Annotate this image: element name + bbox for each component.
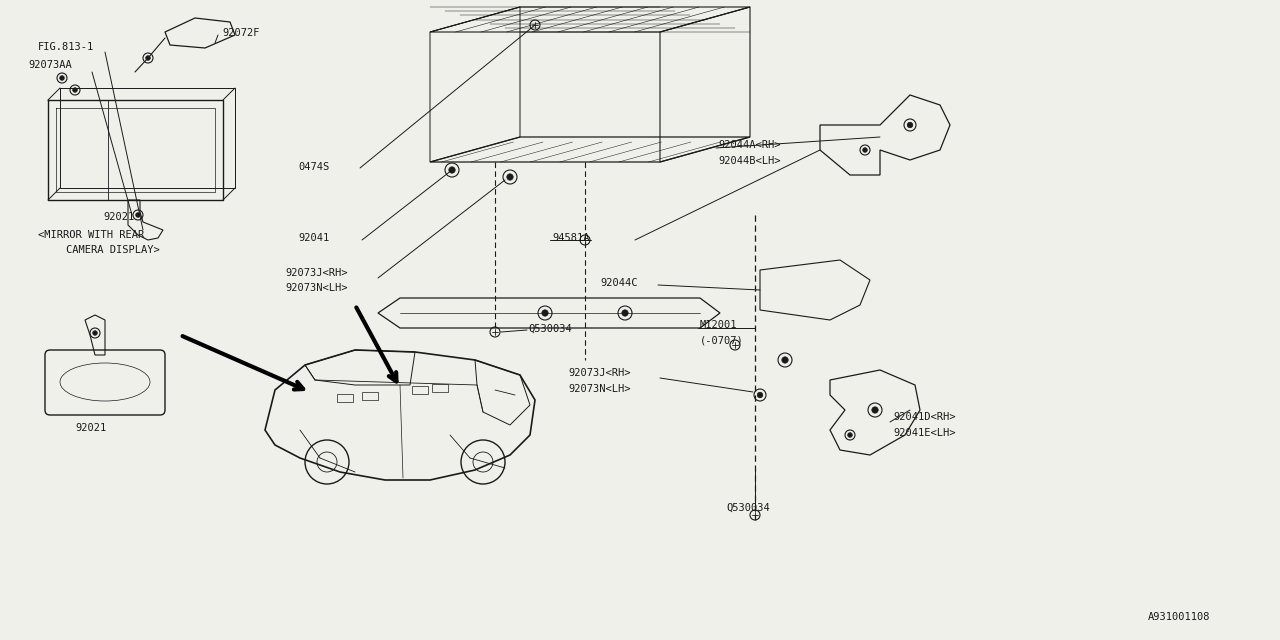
Text: FIG.813-1: FIG.813-1 xyxy=(38,42,95,52)
Circle shape xyxy=(847,433,852,437)
Circle shape xyxy=(60,76,64,80)
Text: Q530034: Q530034 xyxy=(726,503,769,513)
Text: CAMERA DISPLAY>: CAMERA DISPLAY> xyxy=(67,245,160,255)
Circle shape xyxy=(449,167,456,173)
Circle shape xyxy=(872,407,878,413)
Circle shape xyxy=(622,310,628,316)
Circle shape xyxy=(146,56,150,60)
Text: 92021: 92021 xyxy=(76,423,106,433)
Text: 0474S: 0474S xyxy=(298,162,329,172)
Circle shape xyxy=(92,331,97,335)
Circle shape xyxy=(908,122,913,128)
Text: 92073N<LH>: 92073N<LH> xyxy=(568,384,631,394)
Text: 94581A: 94581A xyxy=(552,233,590,243)
Text: 92021: 92021 xyxy=(102,212,134,222)
Text: A931001108: A931001108 xyxy=(1148,612,1211,622)
Bar xyxy=(412,386,428,394)
Circle shape xyxy=(782,357,788,363)
Text: 92073N<LH>: 92073N<LH> xyxy=(285,283,347,293)
Text: 92041D<RH>: 92041D<RH> xyxy=(893,412,955,422)
Bar xyxy=(433,384,448,392)
Circle shape xyxy=(507,174,513,180)
Text: 92073AA: 92073AA xyxy=(28,60,72,70)
Text: (-0707): (-0707) xyxy=(700,335,744,345)
Text: Q530034: Q530034 xyxy=(529,324,572,334)
Circle shape xyxy=(541,310,548,316)
Bar xyxy=(362,392,378,400)
Text: 92073J<RH>: 92073J<RH> xyxy=(285,268,347,278)
Text: M12001: M12001 xyxy=(700,320,737,330)
Text: 92044B<LH>: 92044B<LH> xyxy=(718,156,781,166)
Text: 92072F: 92072F xyxy=(221,28,260,38)
Text: 92041: 92041 xyxy=(298,233,329,243)
Text: <MIRROR WITH REAR: <MIRROR WITH REAR xyxy=(38,230,145,240)
Text: 92041E<LH>: 92041E<LH> xyxy=(893,428,955,438)
Circle shape xyxy=(758,392,763,397)
Text: 92073J<RH>: 92073J<RH> xyxy=(568,368,631,378)
Text: 92044C: 92044C xyxy=(600,278,637,288)
Circle shape xyxy=(863,148,868,152)
Circle shape xyxy=(136,212,141,217)
Bar xyxy=(337,394,353,402)
Circle shape xyxy=(73,88,77,92)
Text: 92044A<RH>: 92044A<RH> xyxy=(718,140,781,150)
